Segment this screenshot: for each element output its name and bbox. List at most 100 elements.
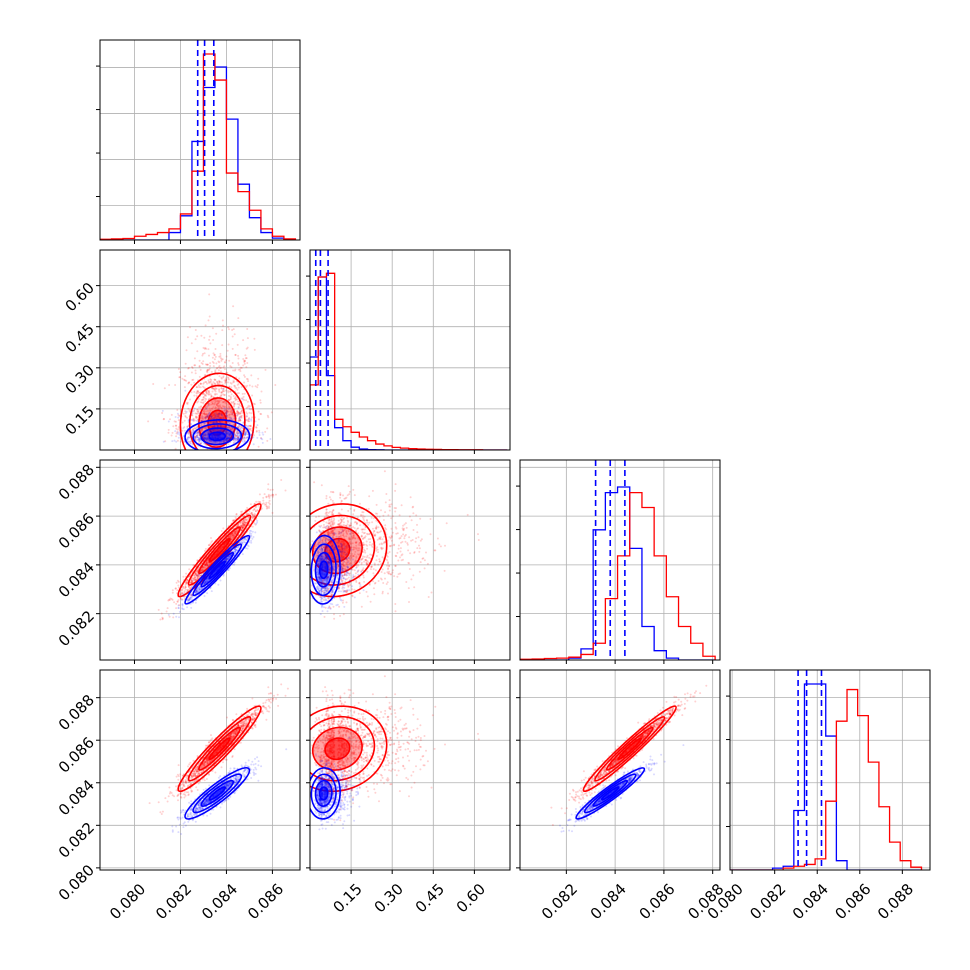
contour-level (310, 503, 388, 598)
contour-level (582, 705, 677, 793)
contour-level (575, 767, 646, 820)
contour-level (192, 423, 243, 450)
blue-contours (310, 534, 341, 605)
panel-frame (309, 249, 511, 451)
panel-frame (309, 669, 511, 871)
blue-contours (310, 767, 341, 820)
panel-frame (99, 39, 301, 241)
contour-level (314, 779, 333, 807)
panel-frame (519, 459, 721, 661)
contour-level (200, 779, 235, 807)
contour-level (188, 384, 246, 450)
contour-level (208, 737, 231, 761)
y-tick-label: 0.082 (55, 819, 98, 862)
blue-scatter-points (311, 525, 365, 616)
y-tick-label: 0.15 (62, 402, 98, 438)
contour-level (600, 786, 620, 801)
histogram-panel-2 (516, 459, 721, 664)
x-tick-label: 0.15 (329, 880, 365, 916)
contour-level (311, 726, 363, 771)
panel-frame (99, 249, 301, 451)
x-tick-label: 0.088 (874, 880, 917, 923)
contour-level (192, 773, 243, 814)
contour-level (177, 705, 262, 793)
contour-level (592, 779, 629, 807)
panel-frame (309, 459, 511, 661)
panel-frame (99, 459, 301, 661)
y-tick-label: 0.086 (55, 733, 98, 776)
blue-histogram-step (310, 276, 508, 450)
x-tick-label: 0.080 (106, 880, 149, 923)
contour-level (310, 716, 376, 782)
scatter-panel-3-1: 0.15 0.30 0.45 0.60 (306, 669, 511, 916)
x-tick-label: 0.45 (412, 880, 448, 916)
contour-level (208, 537, 231, 563)
contour-level (198, 526, 242, 575)
contour-level (310, 767, 341, 820)
red-histogram-step (520, 491, 716, 660)
contour-level (318, 560, 329, 580)
contour-level (192, 543, 243, 597)
contour-level (617, 737, 643, 761)
contour-level (179, 372, 255, 450)
contour-level (594, 716, 666, 782)
contour-level (583, 773, 637, 814)
x-tick-label: 0.082 (152, 880, 195, 923)
scatter-panel-1-0: 0.15 0.30 0.45 0.60 (62, 249, 301, 454)
scatter-panel-3-2: 0.082 0.084 0.086 0.088 (516, 669, 727, 923)
x-tick-label: 0.084 (587, 880, 630, 923)
contour-level (310, 705, 388, 793)
panel-frame (519, 669, 721, 871)
histogram-panel-0 (96, 39, 301, 244)
x-tick-label: 0.084 (789, 880, 832, 923)
x-tick-label: 0.082 (746, 880, 789, 923)
contour-level (184, 419, 251, 450)
contour-level (208, 431, 227, 442)
contour-level (208, 560, 227, 580)
x-tick-label: 0.084 (198, 880, 241, 923)
scatter-panel-2-1 (306, 459, 511, 664)
blue-histogram-step (520, 486, 716, 660)
contour-level (184, 767, 251, 820)
red-histogram-step (310, 272, 508, 450)
histogram-panel-3: 0.080 0.082 0.084 0.086 0.088 (704, 669, 931, 923)
contour-level (310, 514, 376, 586)
y-tick-label: 0.088 (55, 461, 98, 504)
contour-level (208, 786, 227, 801)
y-tick-label: 0.088 (55, 691, 98, 734)
contour-level (198, 726, 242, 771)
red-histogram-step (730, 688, 923, 870)
contour-level (605, 726, 654, 771)
contour-level (198, 397, 237, 449)
x-tick-label: 0.086 (636, 880, 679, 923)
y-tick-label: 0.084 (55, 558, 98, 601)
red-contours (177, 705, 262, 793)
contour-level (184, 534, 251, 605)
blue-contours (184, 534, 251, 605)
red-contours (582, 705, 677, 793)
x-tick-label: 0.082 (538, 880, 581, 923)
contour-level (314, 551, 333, 588)
blue-histogram-step (100, 66, 296, 240)
panel-frame (729, 669, 931, 871)
y-tick-label: 0.084 (55, 776, 98, 819)
blue-contours (575, 767, 646, 820)
red-contours (179, 372, 255, 450)
histogram-panel-1 (306, 249, 511, 454)
contour-level (200, 551, 235, 588)
blue-contours (184, 767, 251, 820)
contour-level (310, 773, 337, 814)
y-tick-label: 0.60 (62, 279, 98, 315)
x-tick-label: 0.60 (453, 880, 489, 916)
x-tick-label: 0.086 (244, 880, 287, 923)
blue-contours (184, 419, 251, 450)
x-tick-label: 0.086 (831, 880, 874, 923)
x-tick-label: 0.30 (371, 880, 407, 916)
contour-level (324, 737, 351, 761)
panel-frame (99, 669, 301, 871)
y-tick-label: 0.080 (55, 861, 98, 904)
y-tick-label: 0.082 (55, 607, 98, 650)
contour-level (318, 786, 329, 801)
